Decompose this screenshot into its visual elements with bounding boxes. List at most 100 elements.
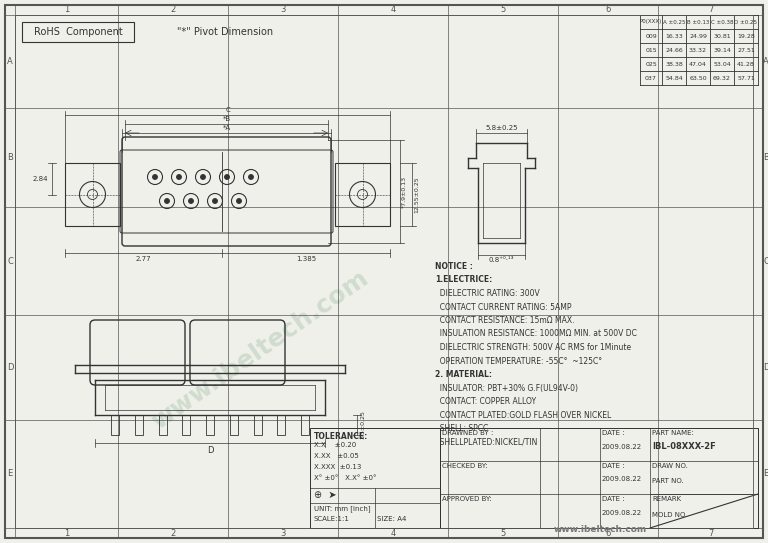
Text: RoHS  Component: RoHS Component [34,27,122,37]
Text: 2.77: 2.77 [136,256,151,262]
Text: 41.28: 41.28 [737,61,755,66]
Text: INSULATOR: PBT+30% G.F(UL94V-0): INSULATOR: PBT+30% G.F(UL94V-0) [435,383,578,393]
Text: *7.9±0.13: *7.9±0.13 [402,175,407,207]
Bar [111,415,119,435]
Bar [253,415,261,435]
Text: IBL-08XXX-2F: IBL-08XXX-2F [652,442,716,451]
Text: OPERATION TEMPERATURE: -55C°  ~125C°: OPERATION TEMPERATURE: -55C° ~125C° [435,357,602,365]
Bar [277,415,285,435]
Text: DIELECTRIC STRENGTH: 500V AC RMS for 1Minute: DIELECTRIC STRENGTH: 500V AC RMS for 1Mi… [435,343,631,352]
Text: "*" Pivot Dimension: "*" Pivot Dimension [177,27,273,37]
Text: 0.8⁺⁰·¹³: 0.8⁺⁰·¹³ [488,257,515,263]
Text: D: D [7,363,13,372]
Text: 2009.08.22: 2009.08.22 [602,444,642,450]
Text: X.XX   ±0.05: X.XX ±0.05 [314,453,359,459]
Text: B ±0.13: B ±0.13 [687,20,709,24]
Text: 53.04: 53.04 [713,61,731,66]
Text: 33.32: 33.32 [689,47,707,53]
Text: 5: 5 [501,529,505,539]
Text: SHELLPLATED:NICKEL/TIN: SHELLPLATED:NICKEL/TIN [435,438,538,446]
Text: 19.28: 19.28 [737,34,755,39]
Text: INSULATION RESISTANCE: 1000MΩ MIN. at 500V DC: INSULATION RESISTANCE: 1000MΩ MIN. at 50… [435,330,637,338]
Text: www.ibeltech.com: www.ibeltech.com [554,525,647,534]
Text: MOLD NO.: MOLD NO. [652,512,687,518]
Text: 57.71: 57.71 [737,75,755,80]
Text: X.XXX  ±0.13: X.XXX ±0.13 [314,464,362,470]
Text: DATE :: DATE : [602,430,624,436]
Text: 025: 025 [645,61,657,66]
Bar [440,428,758,528]
Text: SIZE: A4: SIZE: A4 [377,516,406,522]
Text: 38.38: 38.38 [665,61,683,66]
Circle shape [200,174,206,180]
Text: 5.8±0.25: 5.8±0.25 [485,125,518,131]
Text: 6: 6 [605,5,611,15]
Text: 6: 6 [605,529,611,539]
Bar [158,415,167,435]
Circle shape [237,199,241,204]
Text: DATE :: DATE : [602,496,624,502]
Text: *B: *B [223,116,230,122]
Bar [182,415,190,435]
Text: CONTACT CURRENT RATING: 5AMP: CONTACT CURRENT RATING: 5AMP [435,302,571,312]
Text: 2009.08.22: 2009.08.22 [602,510,642,516]
Text: X° ±0°   X.X° ±0°: X° ±0° X.X° ±0° [314,475,376,481]
Text: 16.33: 16.33 [665,34,683,39]
Bar [310,428,440,528]
Text: www.ibeltech.com: www.ibeltech.com [147,266,372,434]
Text: 4: 4 [390,5,396,15]
Text: D: D [763,363,768,372]
Text: 2.84: 2.84 [32,176,48,182]
Text: NOTICE :: NOTICE : [435,262,473,271]
Circle shape [213,199,217,204]
Text: PART NO.: PART NO. [652,478,684,484]
Text: 1.ELECTRICE:: 1.ELECTRICE: [435,275,492,285]
Text: 30.81: 30.81 [713,34,731,39]
Text: 1: 1 [64,529,69,539]
Bar [65,163,120,226]
Circle shape [224,174,230,180]
Text: X.X    ±0.20: X.X ±0.20 [314,442,356,448]
Text: C: C [225,107,230,113]
Text: APPROVED BY:: APPROVED BY: [442,496,492,502]
Text: CONTACT RESISTANCE: 15mΩ MAX.: CONTACT RESISTANCE: 15mΩ MAX. [435,316,574,325]
Text: E: E [763,470,768,478]
Text: 24.66: 24.66 [665,47,683,53]
Text: C: C [763,256,768,266]
Text: D ±0.25: D ±0.25 [734,20,757,24]
Text: 63.50: 63.50 [689,75,707,80]
Text: 7: 7 [708,5,713,15]
Text: 1: 1 [64,5,69,15]
Text: A: A [763,57,768,66]
Bar [230,415,238,435]
Text: P0(XXX): P0(XXX) [640,20,662,24]
Text: 009: 009 [645,34,657,39]
Text: PART NAME:: PART NAME: [652,430,694,436]
Text: *A: *A [223,125,230,131]
Text: 4: 4 [390,529,396,539]
Text: DRAW NO.: DRAW NO. [652,463,688,469]
Text: SCALE:1:1: SCALE:1:1 [314,516,350,522]
Bar [335,163,390,226]
Circle shape [153,174,157,180]
Text: 12.55±0.25: 12.55±0.25 [414,176,419,213]
Text: A: A [7,57,13,66]
Text: 3: 3 [280,529,286,539]
Circle shape [249,174,253,180]
Circle shape [177,174,181,180]
Text: REMARK: REMARK [652,496,681,502]
Text: ⊕  ➤: ⊕ ➤ [314,490,336,500]
Text: E: E [8,470,12,478]
Text: 39.14: 39.14 [713,47,731,53]
Text: 3.5±0.25: 3.5±0.25 [361,411,366,439]
Bar [22,22,134,42]
Text: CONTACT PLATED:GOLD FLASH OVER NICKEL: CONTACT PLATED:GOLD FLASH OVER NICKEL [435,411,611,420]
Text: TOLERANCE:: TOLERANCE: [314,432,368,441]
Text: C ±0.38: C ±0.38 [710,20,733,24]
Text: 69.32: 69.32 [713,75,731,80]
Text: 2: 2 [170,529,176,539]
Text: 24.99: 24.99 [689,34,707,39]
Text: CHECKED BY:: CHECKED BY: [442,463,488,469]
Text: 1.385: 1.385 [296,256,316,262]
Text: 2009.08.22: 2009.08.22 [602,476,642,482]
